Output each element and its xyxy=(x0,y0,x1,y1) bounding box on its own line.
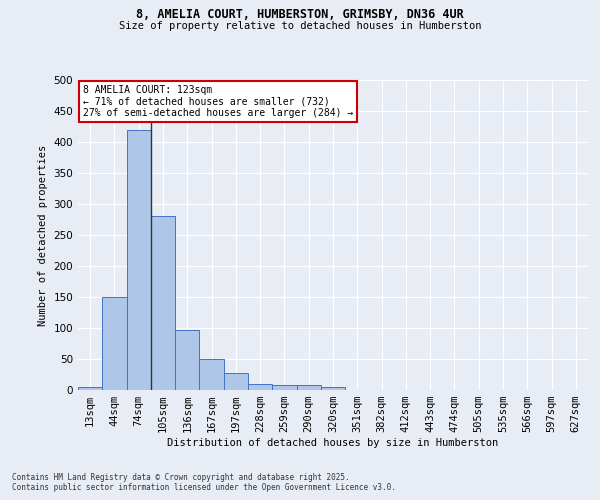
Bar xyxy=(151,216,175,390)
Y-axis label: Number of detached properties: Number of detached properties xyxy=(38,144,48,326)
Bar xyxy=(175,330,199,390)
Bar xyxy=(127,130,151,390)
Text: Size of property relative to detached houses in Humberston: Size of property relative to detached ho… xyxy=(119,21,481,31)
Text: Contains HM Land Registry data © Crown copyright and database right 2025.
Contai: Contains HM Land Registry data © Crown c… xyxy=(12,473,396,492)
X-axis label: Distribution of detached houses by size in Humberston: Distribution of detached houses by size … xyxy=(167,438,499,448)
Bar xyxy=(296,385,321,390)
Text: 8 AMELIA COURT: 123sqm
← 71% of detached houses are smaller (732)
27% of semi-de: 8 AMELIA COURT: 123sqm ← 71% of detached… xyxy=(83,84,353,118)
Bar xyxy=(102,297,127,390)
Bar xyxy=(224,372,248,390)
Bar xyxy=(199,359,224,390)
Bar xyxy=(321,387,345,390)
Bar xyxy=(272,385,296,390)
Text: 8, AMELIA COURT, HUMBERSTON, GRIMSBY, DN36 4UR: 8, AMELIA COURT, HUMBERSTON, GRIMSBY, DN… xyxy=(136,8,464,20)
Bar xyxy=(248,384,272,390)
Bar xyxy=(78,387,102,390)
